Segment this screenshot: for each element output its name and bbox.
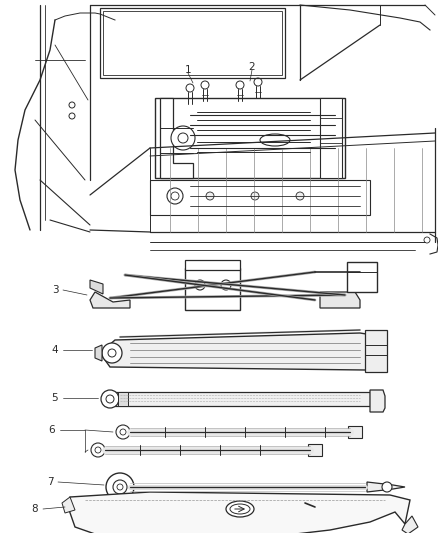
Text: 4: 4 <box>52 345 58 355</box>
Bar <box>185 268 240 310</box>
Polygon shape <box>160 98 193 178</box>
Bar <box>320 98 342 178</box>
Text: 5: 5 <box>52 393 58 403</box>
Circle shape <box>116 425 130 439</box>
Text: 8: 8 <box>32 504 38 514</box>
Bar <box>115 392 370 406</box>
Polygon shape <box>100 333 385 370</box>
Bar <box>150 180 370 215</box>
Bar <box>103 11 282 75</box>
Circle shape <box>102 343 122 363</box>
Circle shape <box>101 390 119 408</box>
Text: 2: 2 <box>249 62 255 72</box>
Bar <box>308 444 322 456</box>
Circle shape <box>296 192 304 200</box>
Text: 7: 7 <box>47 477 53 487</box>
Circle shape <box>251 192 259 200</box>
Polygon shape <box>62 497 75 513</box>
Polygon shape <box>90 280 103 294</box>
Circle shape <box>106 473 134 501</box>
Ellipse shape <box>230 504 250 514</box>
Polygon shape <box>402 516 418 533</box>
Bar <box>347 262 377 292</box>
Text: 3: 3 <box>52 285 58 295</box>
Polygon shape <box>367 482 405 492</box>
Polygon shape <box>370 390 385 412</box>
Polygon shape <box>68 492 410 533</box>
Text: 1: 1 <box>185 65 191 75</box>
Ellipse shape <box>226 501 254 517</box>
Circle shape <box>113 480 127 494</box>
Bar <box>100 8 285 78</box>
Circle shape <box>91 443 105 457</box>
Bar <box>365 330 387 372</box>
Ellipse shape <box>260 134 290 146</box>
Bar <box>155 98 345 178</box>
Bar <box>348 426 362 438</box>
Polygon shape <box>90 292 130 308</box>
Bar <box>185 260 240 270</box>
Circle shape <box>171 126 195 150</box>
Circle shape <box>382 482 392 492</box>
Text: 6: 6 <box>49 425 55 435</box>
Polygon shape <box>95 345 102 361</box>
Polygon shape <box>320 292 360 308</box>
Circle shape <box>206 192 214 200</box>
Polygon shape <box>118 392 128 406</box>
